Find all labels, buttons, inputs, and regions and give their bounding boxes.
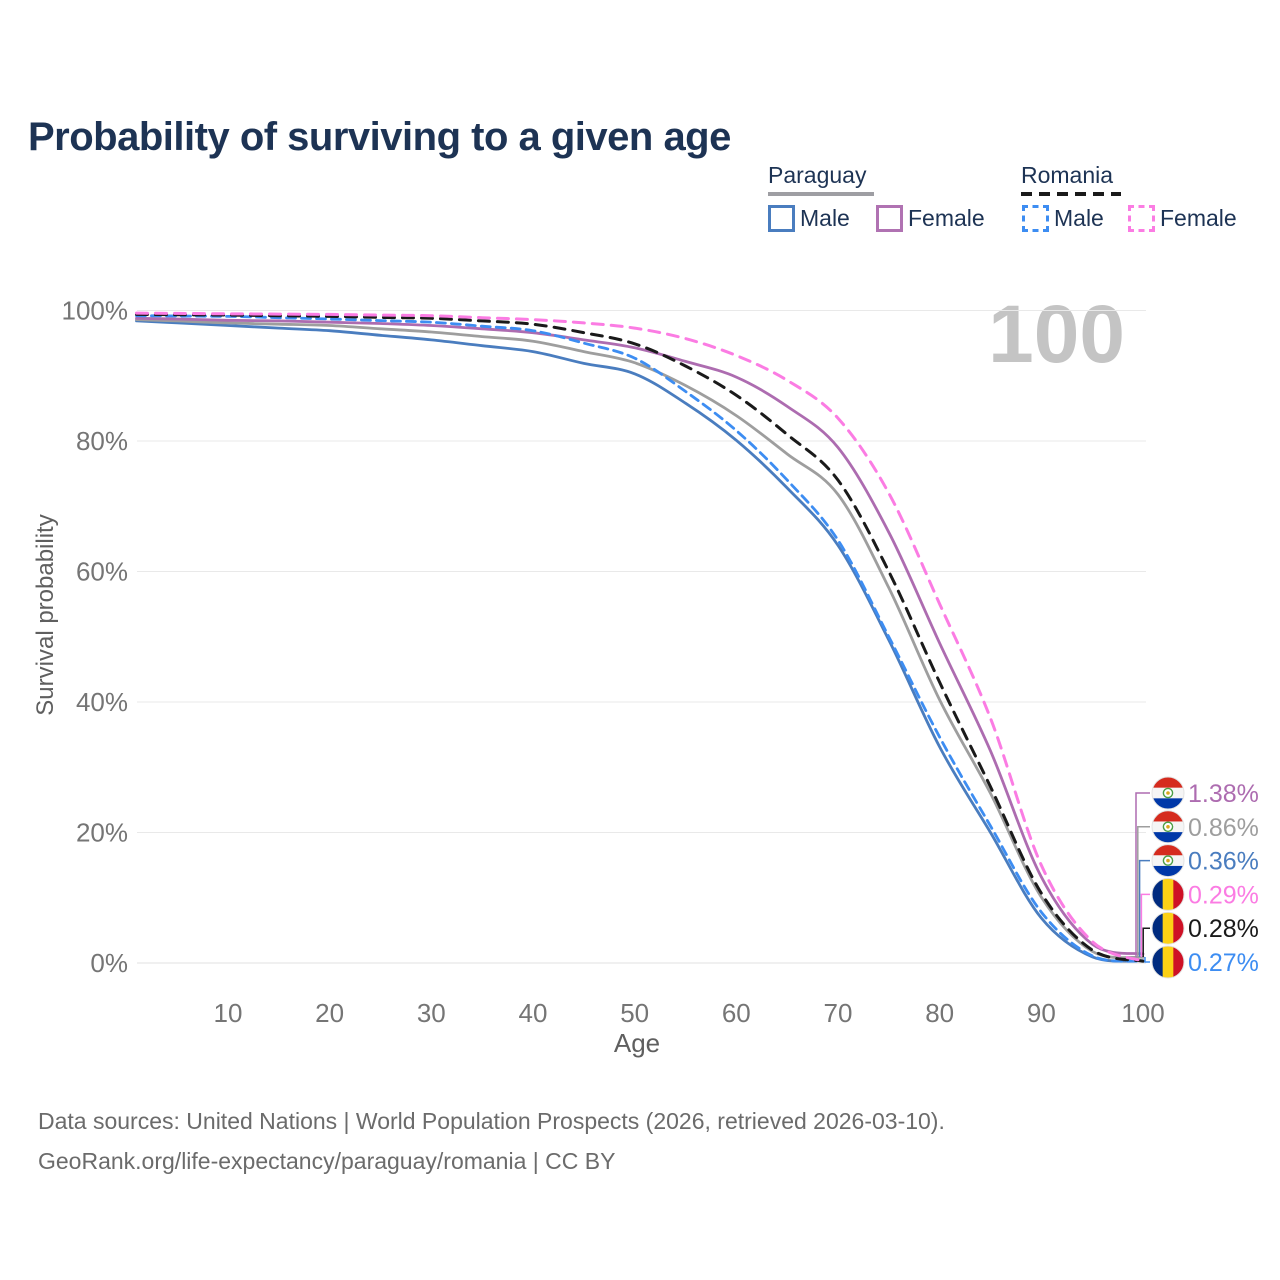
x-tick-20: 20 xyxy=(315,998,344,1028)
flag-stripe xyxy=(1173,946,1184,978)
legend-group-romania[interactable]: Romania xyxy=(1021,162,1114,188)
end-value-paraguay-average: 0.86% xyxy=(1188,814,1259,842)
leader-line-romania-female xyxy=(1140,893,1150,957)
end-value-romania-average: 0.28% xyxy=(1188,915,1259,943)
paraguay-flag-icon xyxy=(1151,810,1185,844)
y-tick-40%: 40% xyxy=(76,687,128,717)
end-value-romania-female: 0.29% xyxy=(1188,881,1259,909)
flag-stripe xyxy=(1152,777,1184,789)
legend-group-paraguay[interactable]: Paraguay xyxy=(768,162,867,188)
x-axis-title: Age xyxy=(613,1028,661,1058)
age-watermark: 100 xyxy=(988,289,1125,380)
romania-flag-icon xyxy=(1151,945,1185,979)
flag-stripe xyxy=(1162,946,1174,978)
flag-stripe xyxy=(1152,946,1164,978)
x-tick-70: 70 xyxy=(824,998,853,1028)
x-tick-40: 40 xyxy=(519,998,548,1028)
flag-emblem-dot xyxy=(1166,825,1170,829)
paraguay-flag-icon xyxy=(1151,844,1185,878)
paraguay-male-swatch-icon xyxy=(768,205,795,232)
flag-stripe xyxy=(1152,798,1184,809)
x-tick-10: 10 xyxy=(214,998,243,1028)
flag-stripe xyxy=(1173,912,1184,945)
curve-romania-average[interactable] xyxy=(135,312,1145,963)
legend-underline-romania xyxy=(1021,192,1121,196)
flag-ring xyxy=(1151,945,1185,979)
flag-ring xyxy=(1151,810,1185,844)
data-sources-note: Data sources: United Nations | World Pop… xyxy=(38,1108,945,1134)
y-tick-0%: 0% xyxy=(90,948,128,978)
y-tick-60%: 60% xyxy=(76,557,128,587)
leader-line-paraguay-average xyxy=(1137,826,1150,957)
legend-item-label: Male xyxy=(1054,205,1104,231)
flag-stripe xyxy=(1173,878,1184,911)
romania-flag-icon xyxy=(1151,911,1185,945)
leader-line-paraguay-female xyxy=(1135,792,1150,957)
flag-stripe xyxy=(1162,912,1174,945)
y-tick-20%: 20% xyxy=(76,818,128,848)
romania-male-swatch-icon xyxy=(1022,205,1049,232)
y-axis-title: Survival probability xyxy=(32,514,59,716)
y-tick-100%: 100% xyxy=(62,296,129,326)
x-tick-80: 80 xyxy=(925,998,954,1028)
curve-paraguay-average[interactable] xyxy=(135,318,1145,960)
legend-item-paraguay-male[interactable]: Male xyxy=(768,205,850,232)
flag-ring xyxy=(1151,844,1185,878)
page-title: Probability of surviving to a given age xyxy=(28,114,731,159)
romania-flag-icon xyxy=(1151,877,1185,911)
x-tick-100: 100 xyxy=(1121,998,1164,1028)
y-tick-80%: 80% xyxy=(76,426,128,456)
paraguay-female-swatch-icon xyxy=(876,205,903,232)
x-tick-60: 60 xyxy=(722,998,751,1028)
leader-line-romania-male xyxy=(1144,957,1150,963)
flag-stripe xyxy=(1152,832,1184,843)
flag-emblem-dot xyxy=(1166,791,1170,795)
attribution-note: GeoRank.org/life-expectancy/paraguay/rom… xyxy=(38,1148,616,1174)
legend-item-label: Female xyxy=(908,205,985,231)
end-value-paraguay-female: 1.38% xyxy=(1188,780,1259,808)
curve-paraguay-female[interactable] xyxy=(135,316,1145,956)
end-value-romania-male: 0.27% xyxy=(1188,949,1259,977)
end-value-paraguay-male: 0.36% xyxy=(1188,848,1259,876)
x-tick-50: 50 xyxy=(620,998,649,1028)
x-tick-90: 90 xyxy=(1027,998,1056,1028)
flag-ring xyxy=(1151,877,1185,911)
flag-stripe xyxy=(1152,912,1164,945)
flag-stripe xyxy=(1152,810,1184,823)
flag-ring xyxy=(1151,776,1185,810)
leader-line-romania-average xyxy=(1142,927,1150,957)
legend-item-label: Male xyxy=(800,205,850,231)
flag-stripe xyxy=(1152,844,1184,856)
leader-line-paraguay-male xyxy=(1138,859,1150,957)
legend-item-romania-female[interactable]: Female xyxy=(1128,205,1237,232)
legend-item-label: Female xyxy=(1160,205,1237,231)
legend-underline-paraguay xyxy=(768,192,874,196)
legend-item-paraguay-female[interactable]: Female xyxy=(876,205,985,232)
legend-item-romania-male[interactable]: Male xyxy=(1022,205,1104,232)
x-tick-30: 30 xyxy=(417,998,446,1028)
flag-stripe xyxy=(1152,878,1164,911)
curve-paraguay-male[interactable] xyxy=(135,319,1145,963)
flag-stripe xyxy=(1152,865,1184,877)
flag-ring xyxy=(1151,911,1185,945)
romania-female-swatch-icon xyxy=(1128,205,1155,232)
curve-romania-female[interactable] xyxy=(135,311,1145,963)
curve-romania-male[interactable] xyxy=(135,314,1145,963)
flag-emblem-dot xyxy=(1166,858,1170,863)
paraguay-flag-icon xyxy=(1151,776,1185,810)
flag-stripe xyxy=(1162,878,1174,911)
